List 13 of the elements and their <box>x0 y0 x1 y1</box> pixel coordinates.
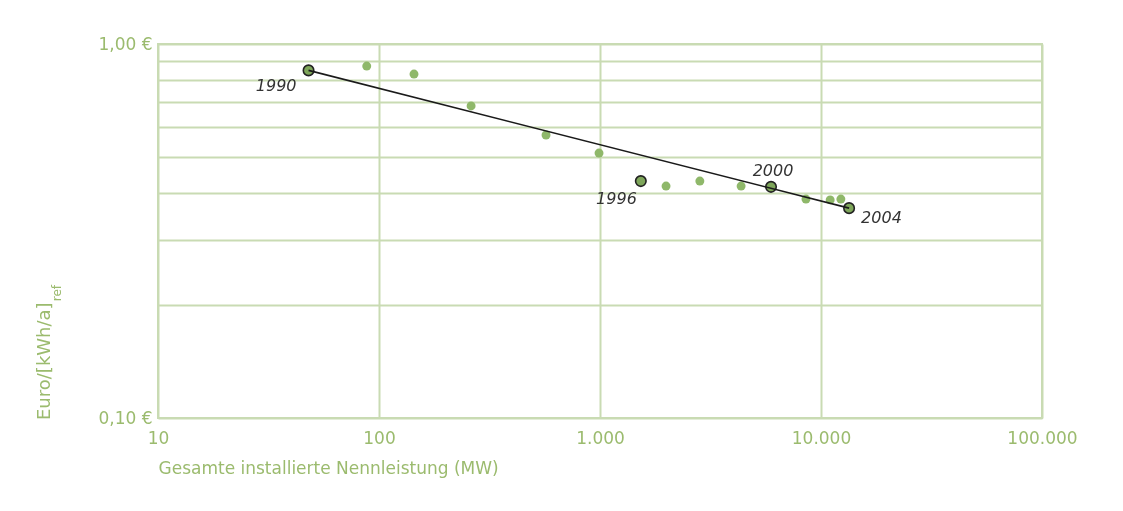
y-axis-title: Euro/[kWh/a]ref <box>33 284 64 420</box>
x-tick-label: 100 <box>363 427 396 448</box>
x-tick-label: 10 <box>147 427 170 448</box>
annotation: 2000 <box>752 160 794 180</box>
x-axis-title: Gesamte installierte Nennleistung (MW) <box>158 457 499 478</box>
y-tick-label: 1,00 € <box>98 33 153 54</box>
y-tick-label: 0,10 € <box>98 407 153 428</box>
annotation: 1990 <box>255 76 297 96</box>
x-tick-label: 10.000 <box>791 427 852 448</box>
x-tick-label: 1.000 <box>576 427 625 448</box>
annotation: 1996 <box>596 189 637 209</box>
x-tick-label: 100.000 <box>1007 427 1078 448</box>
annotation: 2004 <box>861 208 902 228</box>
